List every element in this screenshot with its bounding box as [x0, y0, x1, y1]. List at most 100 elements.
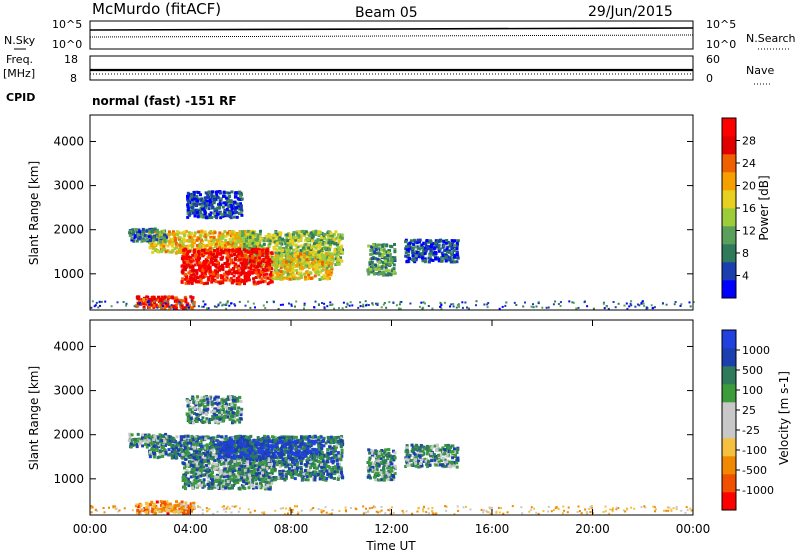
data-cell — [554, 300, 557, 303]
data-cell — [215, 306, 218, 308]
data-cell — [346, 303, 349, 306]
data-cell — [202, 305, 205, 308]
data-cell — [422, 301, 425, 304]
data-cell — [370, 252, 374, 256]
data-cell — [380, 252, 384, 256]
data-cell — [340, 251, 344, 255]
data-cell — [442, 244, 446, 248]
data-cell — [256, 236, 260, 240]
data-cell — [224, 238, 228, 242]
data-cell — [229, 201, 233, 205]
data-cell — [190, 438, 194, 442]
data-cell — [310, 245, 314, 249]
data-cell — [299, 465, 303, 469]
data-cell — [258, 235, 262, 239]
data-cell — [249, 264, 253, 268]
data-cell — [208, 231, 212, 235]
data-cell — [223, 208, 227, 212]
data-cell — [234, 206, 238, 210]
data-cell — [390, 245, 394, 249]
data-cell — [255, 259, 259, 263]
data-cell — [153, 297, 157, 301]
data-cell — [181, 277, 185, 281]
data-cell — [278, 241, 282, 245]
data-cell — [411, 251, 415, 255]
data-cell — [212, 201, 216, 205]
data-cell — [224, 435, 228, 439]
data-cell — [219, 281, 223, 285]
data-cell — [247, 300, 250, 303]
data-cell — [327, 234, 331, 238]
data-cell — [204, 269, 208, 273]
data-cell — [267, 237, 271, 241]
data-cell — [313, 306, 316, 309]
data-cell — [325, 255, 329, 259]
data-cell — [414, 254, 418, 258]
data-cell — [297, 239, 300, 243]
data-cell — [320, 269, 324, 272]
data-cell — [213, 479, 217, 483]
data-cell — [286, 463, 290, 467]
data-cell — [336, 442, 340, 445]
data-cell — [324, 441, 328, 445]
data-cell — [184, 259, 188, 263]
data-cell — [378, 243, 381, 247]
data-cell — [162, 248, 166, 252]
data-cell — [228, 278, 232, 282]
data-cell — [180, 231, 184, 235]
data-cell — [205, 454, 209, 458]
data-cell — [453, 260, 457, 264]
data-cell — [337, 435, 341, 439]
data-cell — [326, 448, 330, 451]
data-cell — [235, 232, 239, 235]
data-cell — [195, 244, 199, 247]
data-cell — [226, 231, 230, 235]
data-cell — [323, 236, 326, 240]
data-cell — [208, 197, 212, 201]
data-cell — [171, 305, 175, 309]
data-cell — [450, 303, 453, 306]
data-cell — [373, 257, 377, 261]
data-cell — [272, 435, 276, 439]
data-cell — [218, 199, 222, 203]
data-cell — [299, 249, 303, 253]
data-cell — [183, 268, 187, 272]
data-cell — [307, 273, 311, 277]
data-cell — [142, 302, 146, 306]
data-cell — [195, 203, 198, 207]
data-cell — [407, 257, 411, 261]
data-cell — [136, 233, 140, 237]
data-cell — [329, 301, 332, 304]
data-cell — [203, 263, 207, 267]
data-cell — [405, 248, 409, 252]
data-cell — [168, 452, 172, 456]
data-cell — [228, 237, 232, 241]
data-cell — [385, 306, 388, 309]
data-cell — [328, 475, 332, 479]
data-cell — [325, 469, 329, 473]
data-cell — [320, 451, 324, 454]
data-cell — [167, 235, 171, 239]
data-cell — [381, 271, 384, 275]
data-cell — [206, 194, 210, 197]
data-cell — [148, 455, 152, 459]
data-cell — [136, 304, 140, 308]
data-cell — [297, 473, 301, 477]
data-cell — [318, 477, 322, 481]
data-cell — [220, 250, 224, 254]
data-cell — [196, 215, 200, 219]
data-cell — [455, 253, 459, 257]
data-cell — [183, 265, 187, 269]
data-cell — [195, 450, 199, 454]
data-cell — [187, 271, 191, 275]
data-cell — [90, 306, 93, 309]
data-cell — [156, 241, 160, 245]
data-cell — [228, 245, 232, 249]
data-cell — [301, 250, 305, 254]
data-cell — [204, 235, 208, 239]
data-cell — [415, 251, 419, 254]
data-cell — [337, 237, 341, 241]
data-cell — [232, 230, 236, 234]
data-cell — [387, 249, 391, 253]
data-cell — [163, 233, 167, 237]
